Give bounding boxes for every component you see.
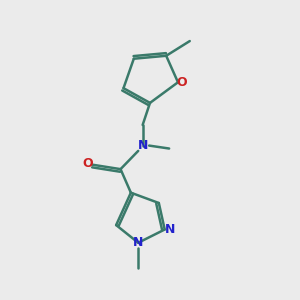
Text: N: N: [165, 223, 175, 236]
Text: O: O: [83, 157, 94, 170]
Text: O: O: [176, 76, 187, 89]
Text: N: N: [137, 139, 148, 152]
Text: N: N: [133, 236, 143, 249]
